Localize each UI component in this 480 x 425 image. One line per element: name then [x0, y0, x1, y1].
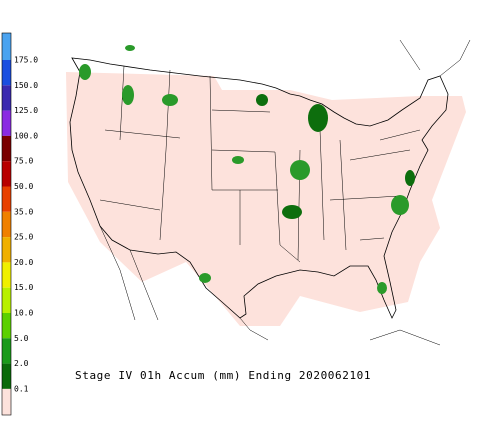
precip-area — [405, 170, 415, 186]
precip-area — [391, 195, 409, 215]
colorbar-segment — [2, 211, 11, 238]
precip-area — [122, 85, 134, 105]
colorbar-label: 20.0 — [14, 258, 33, 267]
colorbar-frame — [1, 32, 12, 416]
precip-area — [377, 282, 387, 294]
colorbar-label: 75.0 — [14, 157, 33, 166]
colorbar-label: 175.0 — [14, 56, 38, 65]
precip-area — [282, 205, 302, 219]
colorbar-label: 5.0 — [14, 334, 29, 343]
precip-area — [125, 45, 135, 51]
colorbar-label: 2.0 — [14, 359, 29, 368]
colorbar-label: 35.0 — [14, 207, 33, 216]
colorbar-segment — [2, 388, 11, 415]
colorbar-segment — [2, 110, 11, 136]
precip-area — [199, 273, 211, 283]
colorbar-label: 100.0 — [14, 131, 38, 140]
precip-area — [162, 94, 178, 106]
precip-area — [79, 64, 91, 80]
colorbar-label: 25.0 — [14, 233, 33, 242]
precipitation — [79, 45, 415, 294]
colorbar-label: 125.0 — [14, 106, 38, 115]
colorbar-segment — [2, 60, 11, 86]
colorbar-label: 50.0 — [14, 182, 33, 191]
colorbar-label: 10.0 — [14, 309, 33, 318]
colorbar-segment — [2, 363, 11, 389]
colorbar-segment — [2, 262, 11, 288]
colorbar-label: 150.0 — [14, 81, 38, 90]
colorbar-segment — [2, 237, 11, 263]
us-outline — [69, 57, 449, 319]
colorbar-segment — [2, 338, 11, 364]
colorbar-segment — [2, 186, 11, 212]
canada-mexico-coast — [99, 39, 471, 346]
colorbar-segment — [2, 85, 11, 111]
precip-area — [308, 104, 328, 132]
state-lines — [99, 65, 421, 263]
colorbar-segment — [2, 287, 11, 313]
colorbar-segment — [2, 161, 11, 187]
precip-area — [256, 94, 268, 106]
colorbar-segment — [2, 33, 11, 60]
map-title: Stage IV 01h Accum (mm) Ending 202006210… — [75, 369, 371, 382]
colorbar-segment — [2, 313, 11, 339]
colorbar-label: 0.1 — [14, 384, 29, 393]
precip-area — [232, 156, 244, 164]
map — [66, 39, 471, 346]
colorbar: 175.0 150.0 125.0 100.0 75.0 50.0 35.0 25.0 20.0… — [1, 32, 38, 416]
colorbar-label: 15.0 — [14, 283, 33, 292]
precip-area — [290, 160, 310, 180]
radar-coverage — [66, 72, 466, 326]
colorbar-segment — [2, 135, 11, 162]
